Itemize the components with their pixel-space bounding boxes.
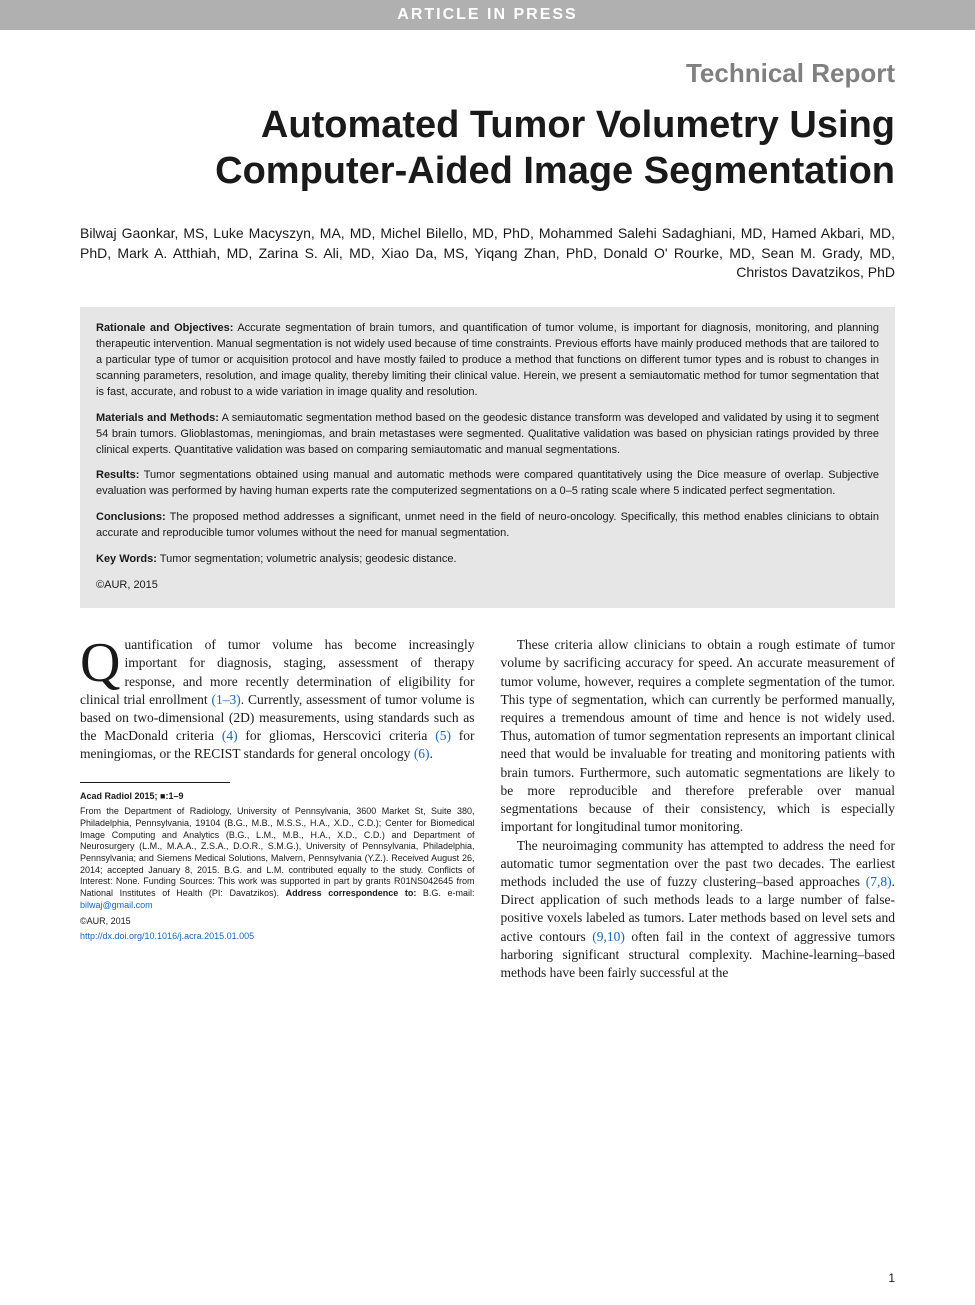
results-label: Results: [96, 469, 139, 481]
conclusions-text: The proposed method addresses a signific… [96, 511, 879, 539]
keywords-label: Key Words: [96, 553, 157, 565]
dropcap: Q [80, 636, 124, 688]
abstract-box: Rationale and Objectives: Accurate segme… [80, 307, 895, 608]
p1-text-e: . [430, 746, 433, 761]
section-label: Technical Report [0, 30, 975, 103]
correspondence-text: B.G. e-mail: [416, 888, 474, 898]
citation-4[interactable]: (4) [222, 728, 238, 743]
abstract-keywords: Key Words: Tumor segmentation; volumetri… [96, 552, 879, 568]
page-number: 1 [888, 1271, 895, 1285]
left-column: Quantification of tumor volume has becom… [80, 636, 475, 982]
citation-6[interactable]: (6) [414, 746, 430, 761]
article-title: Automated Tumor Volumetry Using Computer… [0, 103, 975, 224]
citation-7-8[interactable]: (7,8) [866, 874, 892, 889]
body-paragraph-3: The neuroimaging community has attempted… [501, 837, 896, 983]
p1-text-c: for gliomas, Herscovici criteria [238, 728, 436, 743]
abstract-conclusions: Conclusions: The proposed method address… [96, 510, 879, 542]
results-text: Tumor segmentations obtained using manua… [96, 469, 879, 497]
abstract-methods: Materials and Methods: A semiautomatic s… [96, 411, 879, 459]
body-columns: Quantification of tumor volume has becom… [0, 636, 975, 982]
body-paragraph-1: Quantification of tumor volume has becom… [80, 636, 475, 764]
abstract-rationale: Rationale and Objectives: Accurate segme… [96, 321, 879, 401]
abstract-results: Results: Tumor segmentations obtained us… [96, 468, 879, 500]
citation-5[interactable]: (5) [435, 728, 451, 743]
footnote-rule [80, 782, 230, 783]
keywords-text: Tumor segmentation; volumetric analysis;… [157, 553, 457, 565]
affil-text: From the Department of Radiology, Univer… [80, 806, 475, 898]
footnote-copyright: ©AUR, 2015 [80, 916, 475, 928]
rationale-label: Rationale and Objectives: [96, 322, 233, 334]
article-in-press-banner: ARTICLE IN PRESS [0, 0, 975, 30]
citation-1-3[interactable]: (1–3) [212, 692, 241, 707]
abstract-copyright: ©AUR, 2015 [96, 578, 879, 594]
body-paragraph-2: These criteria allow clinicians to obtai… [501, 636, 896, 836]
conclusions-label: Conclusions: [96, 511, 166, 523]
correspondence-email[interactable]: bilwaj@gmail.com [80, 900, 153, 910]
footnote-affiliations: From the Department of Radiology, Univer… [80, 806, 475, 911]
correspondence-label: Address correspondence to: [286, 888, 417, 898]
doi-link[interactable]: http://dx.doi.org/10.1016/j.acra.2015.01… [80, 931, 254, 941]
footnote-citation: Acad Radiol 2015; ■:1–9 [80, 791, 183, 801]
methods-label: Materials and Methods: [96, 412, 219, 424]
author-list: Bilwaj Gaonkar, MS, Luke Macyszyn, MA, M… [0, 224, 975, 307]
p3-text-a: The neuroimaging community has attempted… [501, 838, 896, 889]
citation-9-10[interactable]: (9,10) [592, 929, 625, 944]
right-column: These criteria allow clinicians to obtai… [501, 636, 896, 982]
footnote-block: Acad Radiol 2015; ■:1–9 From the Departm… [80, 791, 475, 943]
